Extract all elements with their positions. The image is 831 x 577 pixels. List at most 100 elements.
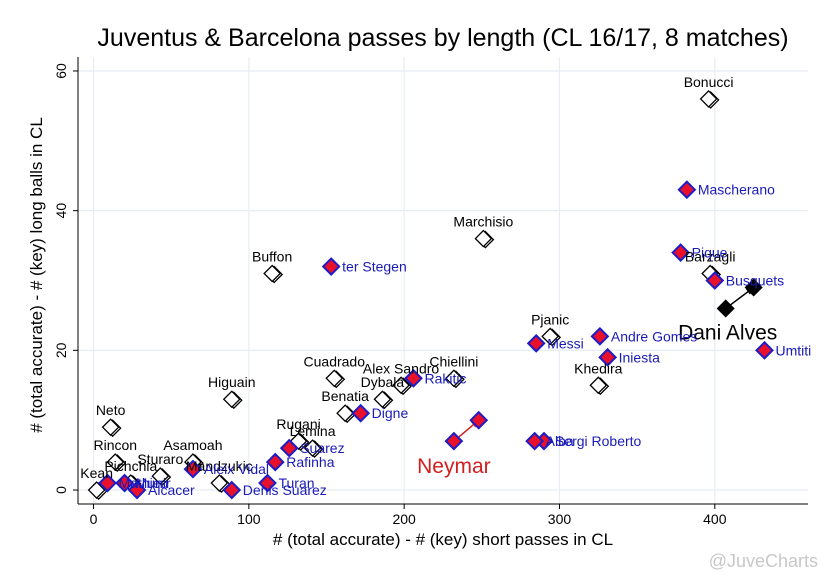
point-label-ter-stegen: ter Stegen	[342, 259, 407, 275]
point-kean	[87, 481, 106, 499]
watermark: @JuveCharts	[709, 551, 818, 571]
y-tick-label: 0	[53, 486, 69, 494]
point-mathieu	[98, 473, 117, 493]
point-label-messi: Messi	[547, 335, 584, 351]
point-khedira	[589, 376, 608, 395]
point-marchisio	[474, 229, 493, 248]
annotation-point-neymar	[444, 431, 464, 451]
point-label-munir: Munir	[136, 475, 171, 491]
annotation-label-neymar: Neymar	[417, 455, 491, 478]
point-label-cuadrado: Cuadrado	[304, 353, 366, 369]
y-tick-label: 40	[53, 203, 69, 219]
x-tick-label: 200	[392, 511, 416, 527]
point-label-suarez: Suarez	[300, 440, 344, 456]
point-dybala	[373, 390, 392, 409]
x-tick-label: 300	[548, 511, 572, 527]
point-ter-stegen	[321, 257, 341, 276]
point-label-turan: Turan	[278, 475, 314, 491]
point-higuain	[222, 390, 241, 409]
annotation-label-dani-alves: Dani Alves	[678, 321, 777, 344]
point-chiellini	[444, 369, 463, 388]
point-label-pjanic: Pjanic	[531, 311, 569, 327]
point-rincon	[106, 453, 125, 472]
point-label-rugani: Rugani	[276, 416, 320, 432]
point-label-benatia: Benatia	[321, 388, 369, 404]
data-points	[87, 89, 774, 500]
point-sturaro	[151, 467, 170, 485]
point-label-buffon: Buffon	[252, 249, 292, 265]
point-pjanic	[541, 327, 560, 346]
point-label-pichchia: Pichchia	[104, 458, 157, 474]
point-rafinha	[265, 452, 285, 472]
point-suarez	[279, 438, 299, 458]
point-label-sturaro: Sturaro	[137, 451, 183, 467]
point-label-alba: Alba	[546, 433, 574, 449]
point-aleix-vidal	[183, 459, 203, 479]
point-rakitic	[404, 368, 423, 388]
point-neto	[101, 418, 120, 437]
point-label-aleix-vidal: Aleix Vidal	[204, 461, 269, 477]
point-label-bonucci: Bonucci	[684, 74, 734, 90]
point-busquets	[705, 271, 725, 290]
point-label-andre-gomes: Andre Gomes	[611, 328, 697, 344]
annotations: Neymar Dani Alves	[417, 278, 777, 478]
point-label-rincon: Rincon	[93, 437, 137, 453]
point-label-alcacer: Alcacer	[148, 482, 195, 498]
point-label-kean: Kean	[80, 465, 113, 481]
point-labels: Bonucci Marchisio Barzagli Buffon Pjanic Khed…	[80, 74, 811, 498]
chart-title: Juventus & Barcelona passes by length (C…	[97, 24, 788, 52]
grid-lines	[78, 57, 808, 504]
point-label-rafinha: Rafinha	[286, 454, 334, 470]
x-axis-label: # (total accurate) - # (key) short passe…	[273, 530, 613, 549]
point-alex-sandro	[392, 376, 410, 395]
point-denis-suarez	[222, 480, 242, 500]
point-label-mascherano: Mascherano	[698, 182, 775, 198]
point-label-alex-sandro: Alex Sandro	[363, 360, 439, 376]
point-label-higuain: Higuain	[208, 374, 255, 390]
annotation-point-dani-alves	[744, 278, 763, 297]
point-mascherano	[677, 180, 697, 200]
point-label-busquets: Busquets	[726, 273, 784, 289]
point-umtiti	[755, 340, 774, 360]
x-tick-label: 0	[90, 511, 98, 527]
point-label-denis-suarez: Denis Suarez	[243, 482, 327, 498]
point-label-digne: Digne	[372, 405, 409, 421]
point-label-pique: Pique	[692, 245, 728, 261]
point-label-dybala: Dybala	[361, 374, 405, 390]
point-cuadrado	[325, 369, 344, 388]
point-label-sergi-roberto: Sergi Roberto	[555, 433, 642, 449]
point-alba	[525, 431, 545, 451]
point-label-marchisio: Marchisio	[453, 214, 513, 230]
point-mandzukic	[210, 474, 229, 492]
point-label-neto: Neto	[96, 402, 126, 418]
point-bonucci	[699, 89, 718, 108]
point-label-rakitic: Rakitic	[424, 370, 466, 386]
x-tick-label: 400	[703, 511, 727, 527]
point-label-asamoah: Asamoah	[163, 437, 222, 453]
point-label-umtiti: Umtiti	[776, 342, 812, 358]
point-pique	[671, 243, 691, 262]
point-label-lemina: Lemina	[290, 423, 336, 439]
y-tick-label: 60	[53, 63, 69, 79]
point-label-chiellini: Chiellini	[429, 353, 478, 369]
y-axis-label: # (total accurate) - # (key) long balls …	[27, 117, 46, 433]
point-turan	[258, 473, 277, 493]
point-label-barzagli: Barzagli	[685, 249, 736, 265]
point-messi	[526, 333, 546, 353]
point-label-mathieu: Mathieu	[119, 475, 169, 491]
y-tick-label: 20	[53, 342, 69, 358]
point-label-khedira: Khedira	[574, 360, 622, 376]
point-label-iniesta: Iniesta	[619, 349, 660, 365]
point-alcacer	[127, 480, 147, 500]
annotation-point-neymar	[469, 410, 489, 430]
point-iniesta	[598, 347, 618, 367]
point-digne	[351, 403, 371, 423]
point-munir	[115, 473, 135, 493]
point-andre-gomes	[590, 326, 610, 346]
axes: 0 100 200 300 400 0 20 40 60	[53, 57, 808, 527]
point-buffon	[263, 264, 282, 283]
x-tick-label: 100	[237, 511, 261, 527]
point-label-mandzukic: Mandzukic	[186, 458, 253, 474]
point-lemina	[303, 439, 322, 458]
